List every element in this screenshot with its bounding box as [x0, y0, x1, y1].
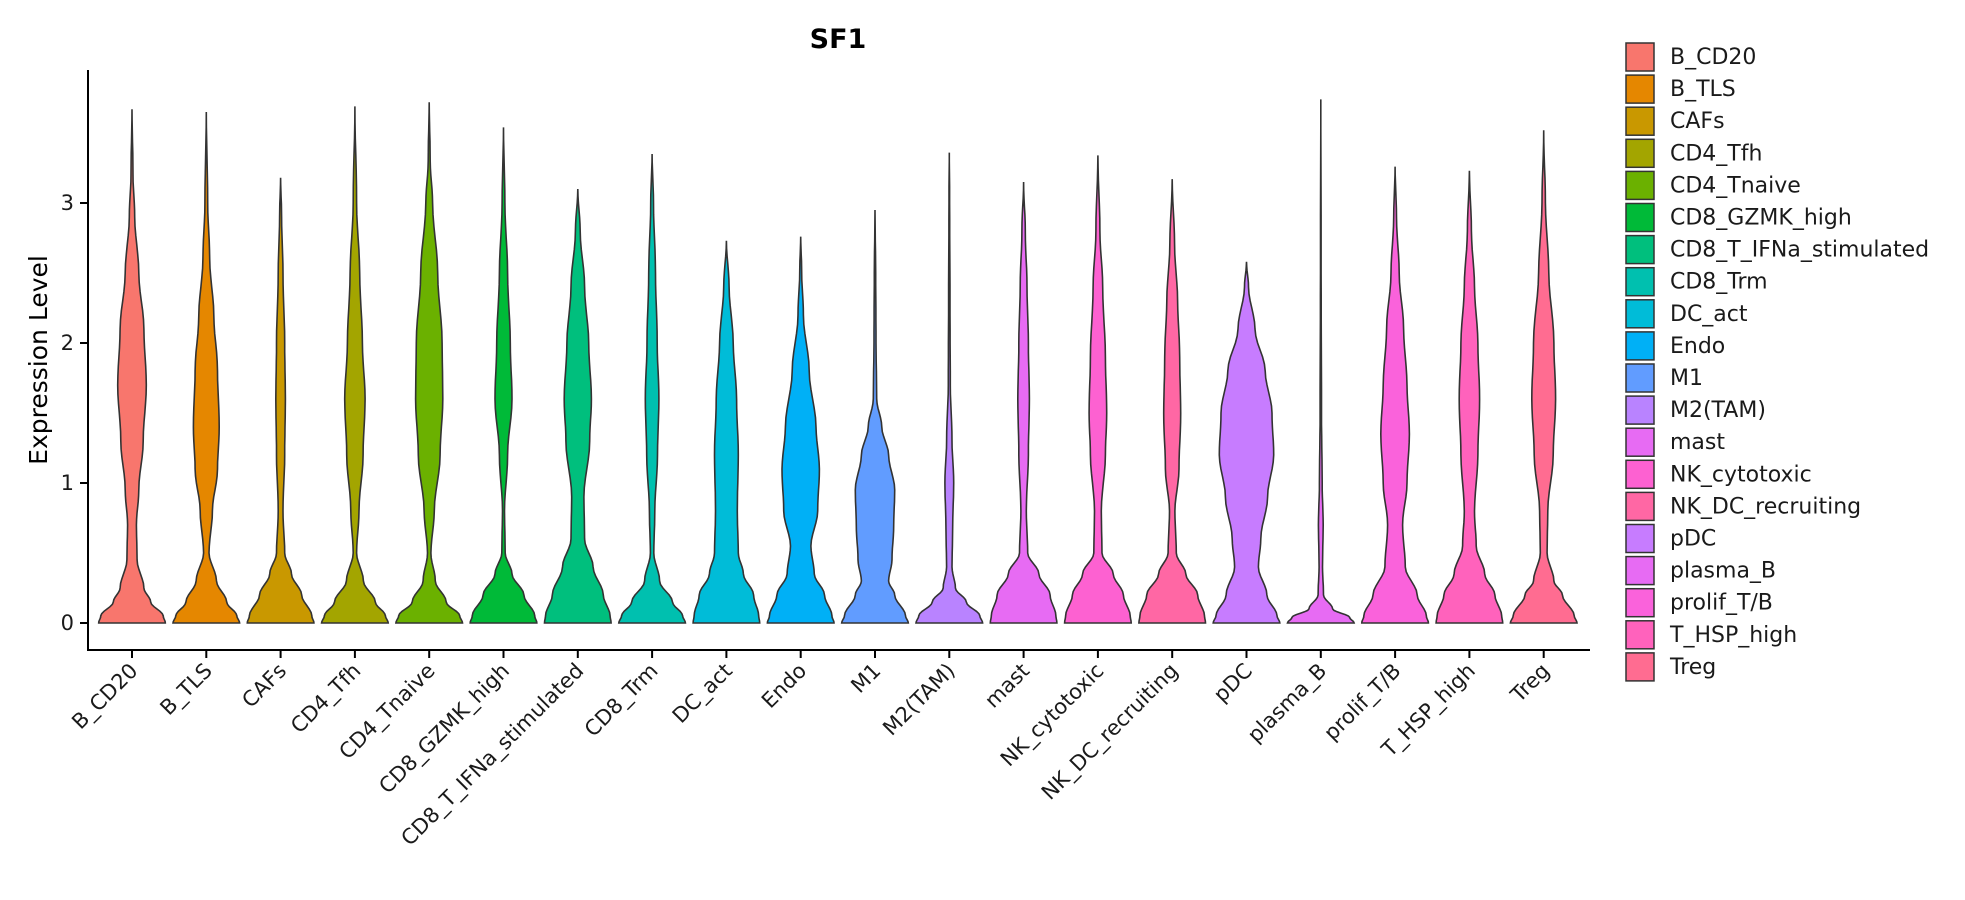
- legend-key: [1625, 587, 1655, 618]
- x-tick-label: pDC: [1209, 659, 1257, 707]
- legend-key: [1625, 652, 1655, 682]
- legend-key: [1625, 138, 1655, 169]
- violin-group: [97, 99, 1578, 624]
- chart-title: SF1: [810, 24, 867, 55]
- legend-key: [1625, 363, 1655, 393]
- violin-NK_cytotoxic: [1063, 155, 1133, 624]
- x-ticks: B_CD20 B_TLS CAFsCD4_TfhCD4_TnaiveCD8_GZMK…: [67, 650, 1554, 851]
- y-tick-label: 2: [61, 331, 74, 355]
- x-tick-label: Endo: [757, 659, 811, 713]
- violin-Endo: [766, 236, 835, 624]
- legend-label: M2(TAM): [1670, 398, 1766, 423]
- violin-mast: [989, 181, 1058, 624]
- x-tick-label: CD8_GZMK_high: [374, 659, 514, 799]
- legend: B_CD20 B_TLS CAFs CD4_Tfh CD4_Tnaive CD8_GZMK…: [1625, 42, 1929, 682]
- legend-label: mast: [1670, 430, 1725, 455]
- legend-label: CAFs: [1670, 109, 1725, 134]
- legend-label: DC_act: [1670, 302, 1748, 327]
- violin-Treg: [1509, 130, 1578, 624]
- violin-CD4_Tnaive: [394, 102, 464, 624]
- legend-label: CD8_GZMK_high: [1670, 206, 1852, 231]
- legend-key: [1625, 170, 1655, 201]
- violin-NK_DC_recruiting: [1138, 179, 1207, 624]
- legend-key: [1625, 299, 1655, 329]
- x-tick-label: CD8_Trm: [580, 659, 664, 743]
- x-tick-label: mast: [980, 659, 1034, 713]
- violin-T_HSP_high: [1435, 170, 1504, 624]
- violin-CAFs: [246, 177, 315, 624]
- y-tick-label: 0: [61, 611, 74, 635]
- x-tick-label: plasma_B: [1243, 659, 1332, 748]
- legend-key: [1625, 555, 1655, 586]
- x-tick-label: M1: [846, 659, 885, 698]
- violin-CD8_T_IFNa_stimulated: [543, 188, 612, 624]
- legend-label: B_TLS: [1670, 77, 1736, 102]
- legend-label: CD8_T_IFNa_stimulated: [1670, 238, 1929, 263]
- y-axis-label: Expression Level: [24, 255, 53, 465]
- violin-M2(TAM): [915, 152, 984, 624]
- legend-label: T_HSP_high: [1669, 623, 1797, 648]
- legend-label: Treg: [1669, 655, 1716, 680]
- x-tick-label: DC_act: [668, 659, 738, 729]
- x-tick-label: B_CD20: [67, 659, 143, 735]
- legend-key: [1625, 266, 1655, 297]
- legend-key: [1625, 427, 1655, 457]
- x-tick-label: M2(TAM): [878, 659, 960, 741]
- legend-key: [1625, 620, 1655, 650]
- legend-label: Endo: [1670, 334, 1725, 359]
- legend-key: [1625, 74, 1655, 104]
- y-tick-label: 1: [61, 471, 74, 495]
- legend-label: CD4_Tnaive: [1670, 173, 1801, 198]
- axes: [87, 70, 1590, 651]
- legend-label: NK_DC_recruiting: [1670, 494, 1861, 519]
- x-tick-label: B_TLS: [155, 659, 217, 721]
- legend-key: [1625, 202, 1655, 233]
- violin-pDC: [1212, 261, 1281, 624]
- violin-M1: [840, 209, 910, 624]
- legend-key: [1625, 459, 1655, 490]
- violin-DC_act: [692, 240, 761, 624]
- x-tick-label: Treg: [1505, 659, 1554, 708]
- legend-key: [1625, 234, 1655, 265]
- legend-label: prolif_T/B: [1670, 591, 1773, 616]
- legend-label: M1: [1670, 366, 1703, 391]
- legend-label: plasma_B: [1670, 559, 1776, 584]
- violin-CD4_Tfh: [320, 106, 390, 624]
- y-tick-label: 3: [61, 191, 74, 215]
- legend-key: [1625, 331, 1655, 361]
- legend-key: [1625, 491, 1655, 522]
- legend-label: CD8_Trm: [1670, 270, 1768, 295]
- violin-prolif_T/B: [1360, 166, 1430, 624]
- legend-label: pDC: [1670, 527, 1716, 552]
- x-tick-label: CAFs: [237, 659, 291, 713]
- legend-key: [1625, 42, 1655, 72]
- y-ticks: 0 1 2 3: [61, 191, 88, 635]
- violin-CD8_GZMK_high: [469, 127, 538, 624]
- violin-plasma_B: [1286, 99, 1356, 624]
- legend-label: B_CD20: [1670, 45, 1756, 70]
- legend-label: NK_cytotoxic: [1670, 462, 1812, 487]
- violin-B_TLS: [172, 111, 241, 624]
- legend-label: CD4_Tfh: [1670, 141, 1762, 166]
- legend-key: [1625, 106, 1655, 136]
- violin-B_CD20: [97, 109, 167, 624]
- legend-key: [1625, 523, 1655, 554]
- violin-CD8_Trm: [617, 153, 687, 624]
- legend-key: [1625, 395, 1655, 425]
- x-tick-label: NK_DC_recruiting: [1037, 659, 1184, 806]
